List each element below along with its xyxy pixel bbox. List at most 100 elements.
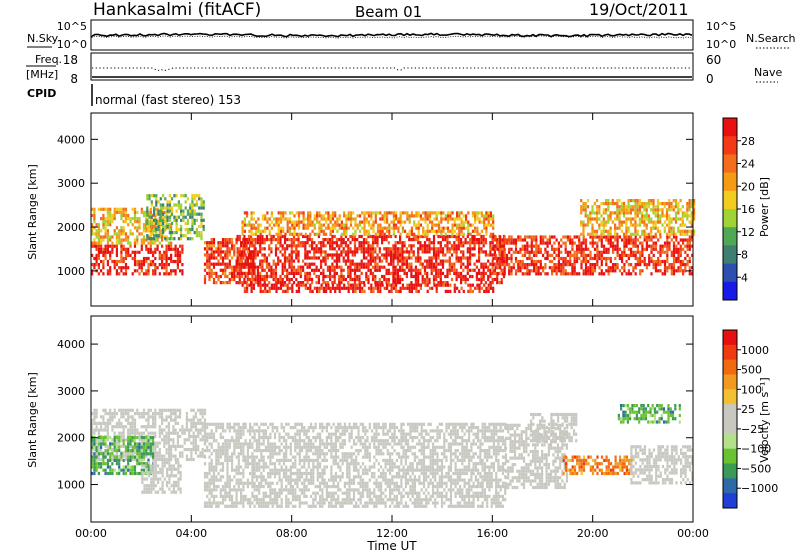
power-cell [266, 220, 269, 224]
power-cell [195, 218, 198, 222]
velocity-cell [102, 415, 105, 419]
power-cell [675, 235, 678, 239]
power-cell [154, 247, 157, 251]
power-cell [184, 227, 187, 232]
power-cell [297, 244, 300, 248]
power-cell [668, 229, 671, 233]
power-cell [485, 223, 488, 227]
velocity-cell [177, 471, 180, 475]
power-cell [426, 289, 429, 293]
power-cell [182, 194, 185, 198]
power-cell [383, 286, 386, 290]
velocity-cell [145, 425, 148, 429]
power-cell [582, 223, 585, 227]
power-cell [423, 281, 427, 285]
power-cell [288, 217, 292, 221]
power-cell [395, 286, 398, 290]
power-cell [102, 266, 105, 270]
power-cell [408, 232, 411, 236]
power-cell [320, 226, 323, 230]
power-cell [426, 283, 429, 287]
power-cell [362, 265, 366, 269]
velocity-cell [192, 421, 195, 425]
power-cell [596, 250, 599, 254]
velocity-cell [190, 408, 193, 412]
power-cell [607, 250, 610, 254]
power-cell [496, 277, 499, 282]
power-cell [638, 205, 641, 209]
velocity-cell [157, 480, 160, 484]
power-cell [288, 238, 291, 242]
power-cell [571, 241, 574, 245]
power-cell [353, 265, 357, 269]
power-cell [146, 206, 149, 210]
velocity-cell [102, 418, 105, 422]
power-cell [354, 223, 357, 227]
power-cell [340, 286, 343, 290]
power-cell [614, 217, 617, 221]
power-cell [430, 259, 433, 263]
power-cell [460, 286, 463, 290]
power-cell [286, 268, 289, 272]
velocity-cell [203, 418, 207, 422]
power-cell [666, 266, 669, 270]
power-cell [390, 283, 393, 287]
power-cell [672, 229, 675, 233]
power-cell [630, 238, 633, 242]
power-cell [478, 256, 481, 260]
power-cell [279, 283, 283, 287]
power-cell [250, 265, 253, 269]
velocity-cell [174, 408, 177, 412]
power-cell [682, 259, 685, 264]
power-cell [548, 235, 551, 239]
power-cell [632, 217, 635, 221]
power-cell [152, 253, 155, 257]
power-cell [250, 281, 253, 285]
power-cell [109, 235, 112, 239]
velocity-cell [124, 465, 128, 469]
power-cell [268, 268, 271, 272]
power-cell [157, 227, 160, 232]
power-cell [136, 235, 139, 239]
power-cell [410, 265, 413, 269]
power-cell [104, 207, 107, 211]
velocity-cell [154, 451, 157, 455]
power-cell [587, 272, 590, 276]
power-cell [586, 205, 590, 209]
power-cell [526, 247, 529, 251]
velocity-cell [127, 439, 130, 443]
velocity-cell [161, 464, 164, 468]
power-cell [257, 223, 260, 227]
power-cell [686, 214, 689, 218]
power-cell [537, 250, 540, 254]
velocity-cell [115, 455, 118, 459]
velocity-cell [97, 442, 100, 446]
power-cell [329, 253, 332, 257]
velocity-cell [142, 457, 146, 462]
power-cell [388, 289, 391, 293]
power-cell [324, 253, 327, 257]
velocity-cell [129, 442, 132, 446]
power-cell [485, 232, 488, 236]
power-cell [663, 229, 666, 233]
velocity-cell [133, 418, 137, 422]
power-cell [315, 265, 318, 269]
power-cell [325, 232, 328, 236]
power-cell [245, 262, 248, 266]
power-cell [679, 223, 682, 227]
power-cell [340, 234, 343, 239]
power-cell [598, 205, 601, 209]
velocity-cell [120, 421, 123, 425]
power-cell [165, 269, 168, 273]
velocity-cell [149, 442, 152, 446]
power-cell [109, 256, 112, 261]
velocity-cell [203, 438, 207, 442]
power-cell [383, 226, 386, 230]
velocity-cell [145, 465, 148, 469]
power-cell [247, 265, 250, 269]
power-cell [605, 202, 608, 206]
power-cell [378, 250, 381, 254]
power-cell [356, 214, 359, 218]
power-cell [392, 281, 395, 285]
power-cell [286, 247, 289, 251]
